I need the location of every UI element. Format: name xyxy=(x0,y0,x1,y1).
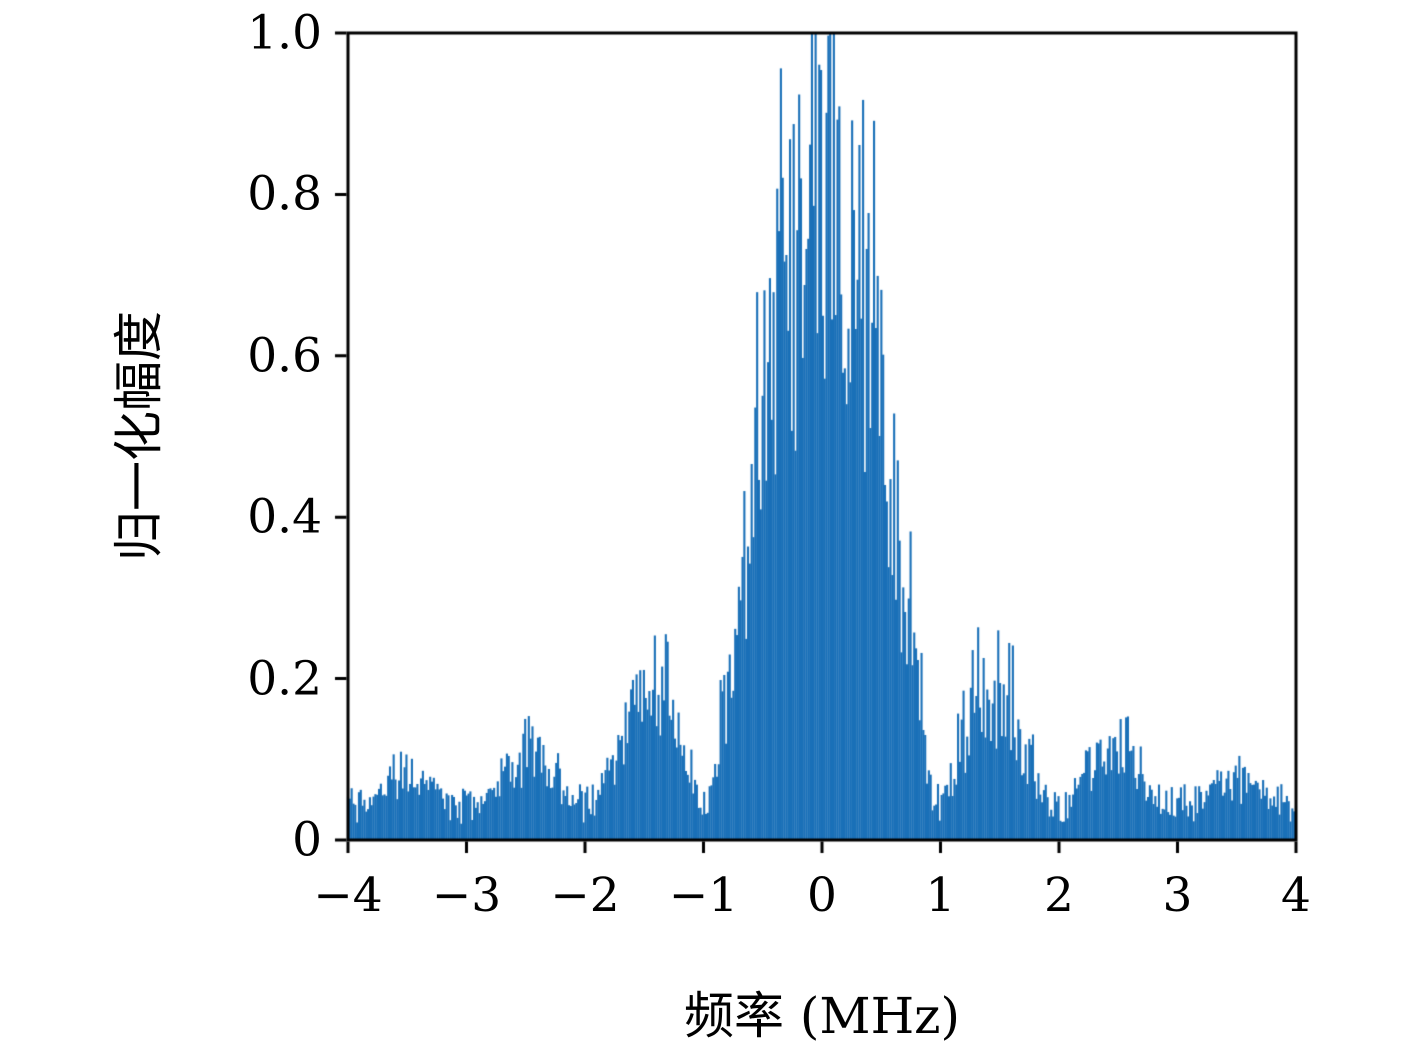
x-tick-label: 4 xyxy=(1281,868,1311,923)
y-tick-label: 0.8 xyxy=(247,166,322,222)
x-tick-label: 1 xyxy=(925,868,956,923)
y-tick-label: 0.2 xyxy=(247,651,322,707)
x-tick-label: −3 xyxy=(431,868,502,923)
y-tick-label: 0.6 xyxy=(247,328,322,384)
x-tick-label: −4 xyxy=(313,868,383,923)
x-tick-label: 3 xyxy=(1162,868,1193,923)
x-axis-label: 频率 (MHz) xyxy=(683,987,961,1045)
y-tick-label: 0.4 xyxy=(247,489,322,545)
x-tick-label: 0 xyxy=(807,868,837,923)
x-tick-label: −1 xyxy=(668,868,739,923)
x-tick-label: −2 xyxy=(550,868,620,923)
y-tick-label: 0 xyxy=(292,812,322,868)
y-tick-label: 1.0 xyxy=(247,5,322,61)
x-tick-label: 2 xyxy=(1044,868,1074,923)
y-axis-label: 归一化幅度 xyxy=(110,311,168,561)
